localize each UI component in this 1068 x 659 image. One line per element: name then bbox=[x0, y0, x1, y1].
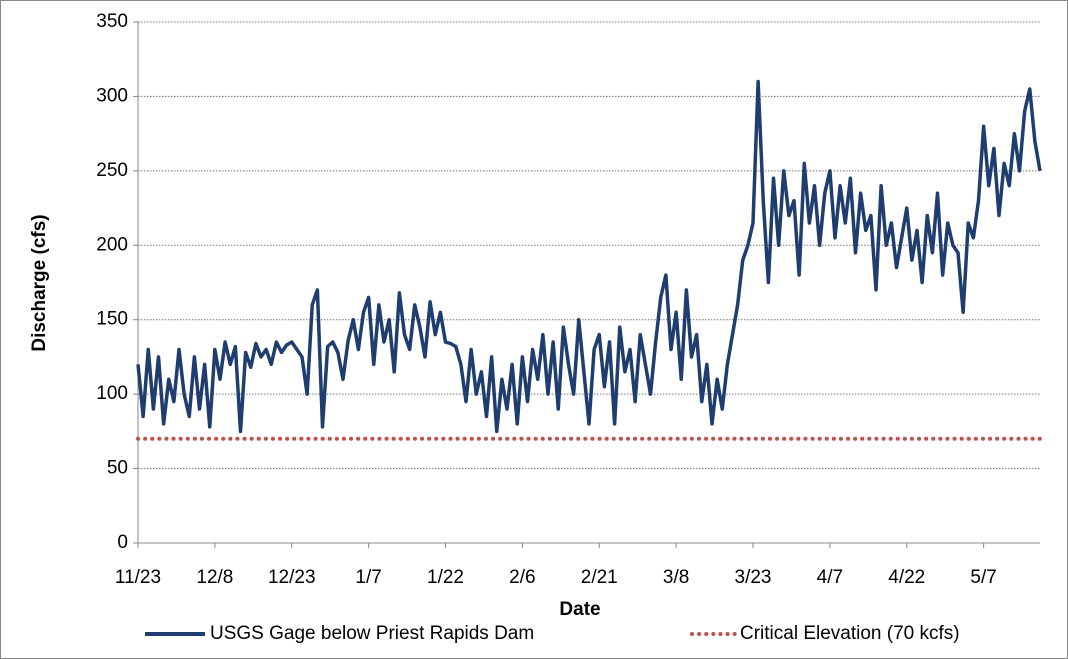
y-tick-label: 200 bbox=[96, 234, 128, 255]
y-tick-label: 250 bbox=[96, 160, 128, 181]
x-tick-label: 4/7 bbox=[817, 567, 843, 588]
y-tick-label: 100 bbox=[96, 383, 128, 404]
x-tick-label: 1/22 bbox=[427, 567, 464, 588]
y-tick-label: 300 bbox=[96, 85, 128, 106]
y-tick-label: 350 bbox=[96, 11, 128, 32]
x-tick-label: 2/21 bbox=[581, 567, 618, 588]
x-tick-label: 3/8 bbox=[663, 567, 689, 588]
legend-label: USGS Gage below Priest Rapids Dam bbox=[210, 623, 534, 644]
x-tick-label: 3/23 bbox=[735, 567, 772, 588]
legend-label: Critical Elevation (70 kcfs) bbox=[740, 623, 960, 644]
x-axis-label: Date bbox=[559, 599, 600, 620]
y-tick-label: 50 bbox=[107, 458, 128, 479]
x-tick-label: 2/6 bbox=[509, 567, 535, 588]
y-tick-label: 150 bbox=[96, 309, 128, 330]
y-axis-label: Discharge (cfs) bbox=[29, 214, 50, 351]
x-tick-label: 1/7 bbox=[355, 567, 381, 588]
x-tick-label: 12/8 bbox=[196, 567, 233, 588]
y-tick-label: 0 bbox=[117, 532, 128, 553]
x-tick-label: 11/23 bbox=[115, 567, 161, 588]
x-tick-label: 4/22 bbox=[888, 567, 925, 588]
x-tick-label: 12/23 bbox=[268, 567, 316, 588]
x-tick-label: 5/7 bbox=[970, 567, 996, 588]
data-line bbox=[136, 79, 1042, 434]
